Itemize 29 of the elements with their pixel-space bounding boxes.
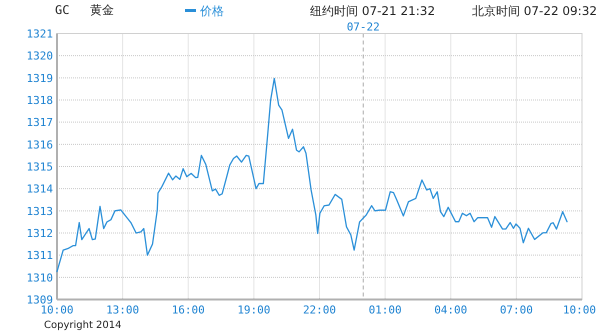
- text: 北京时间 07-22 09:32: [472, 4, 597, 18]
- y-tick-label: 1311: [26, 249, 53, 262]
- y-tick-label: 1310: [26, 271, 53, 284]
- x-tick-label: 01:00: [368, 304, 402, 316]
- y-tick-label: 1313: [26, 204, 53, 218]
- x-tick-label: 13:00: [106, 304, 140, 316]
- y-tick-label: 1317: [26, 116, 53, 130]
- y-tick-label: 1316: [26, 138, 53, 152]
- text: 纽约时间 07-21 21:32: [310, 4, 436, 18]
- y-tick-label: 1309: [26, 294, 53, 306]
- y-tick-label: 1312: [26, 227, 53, 240]
- x-tick-label: 16:00: [172, 304, 205, 316]
- y-tick-label: 1321: [26, 28, 53, 40]
- x-tick-label: 19:00: [237, 304, 270, 316]
- y-tick-label: 1315: [26, 160, 53, 174]
- x-tick-label: 07:00: [500, 304, 533, 316]
- x-tick-label: 10:00: [40, 304, 74, 316]
- y-tick-label: 1318: [26, 94, 53, 107]
- x-tick-label: 10:00: [562, 304, 596, 316]
- legend-label: 价格: [199, 4, 224, 18]
- ref-line-label: 07-22: [346, 20, 380, 34]
- y-tick-label: 1314: [26, 182, 54, 196]
- x-tick-label: 22:00: [302, 304, 336, 316]
- chart-title: GC: [55, 3, 70, 17]
- text: Copyright 2014: [44, 320, 122, 331]
- y-tick-label: 1320: [26, 50, 53, 63]
- x-tick-label: 04:00: [434, 304, 468, 316]
- chart-subtitle: 黄金: [90, 3, 114, 17]
- y-tick-label: 1319: [26, 72, 53, 85]
